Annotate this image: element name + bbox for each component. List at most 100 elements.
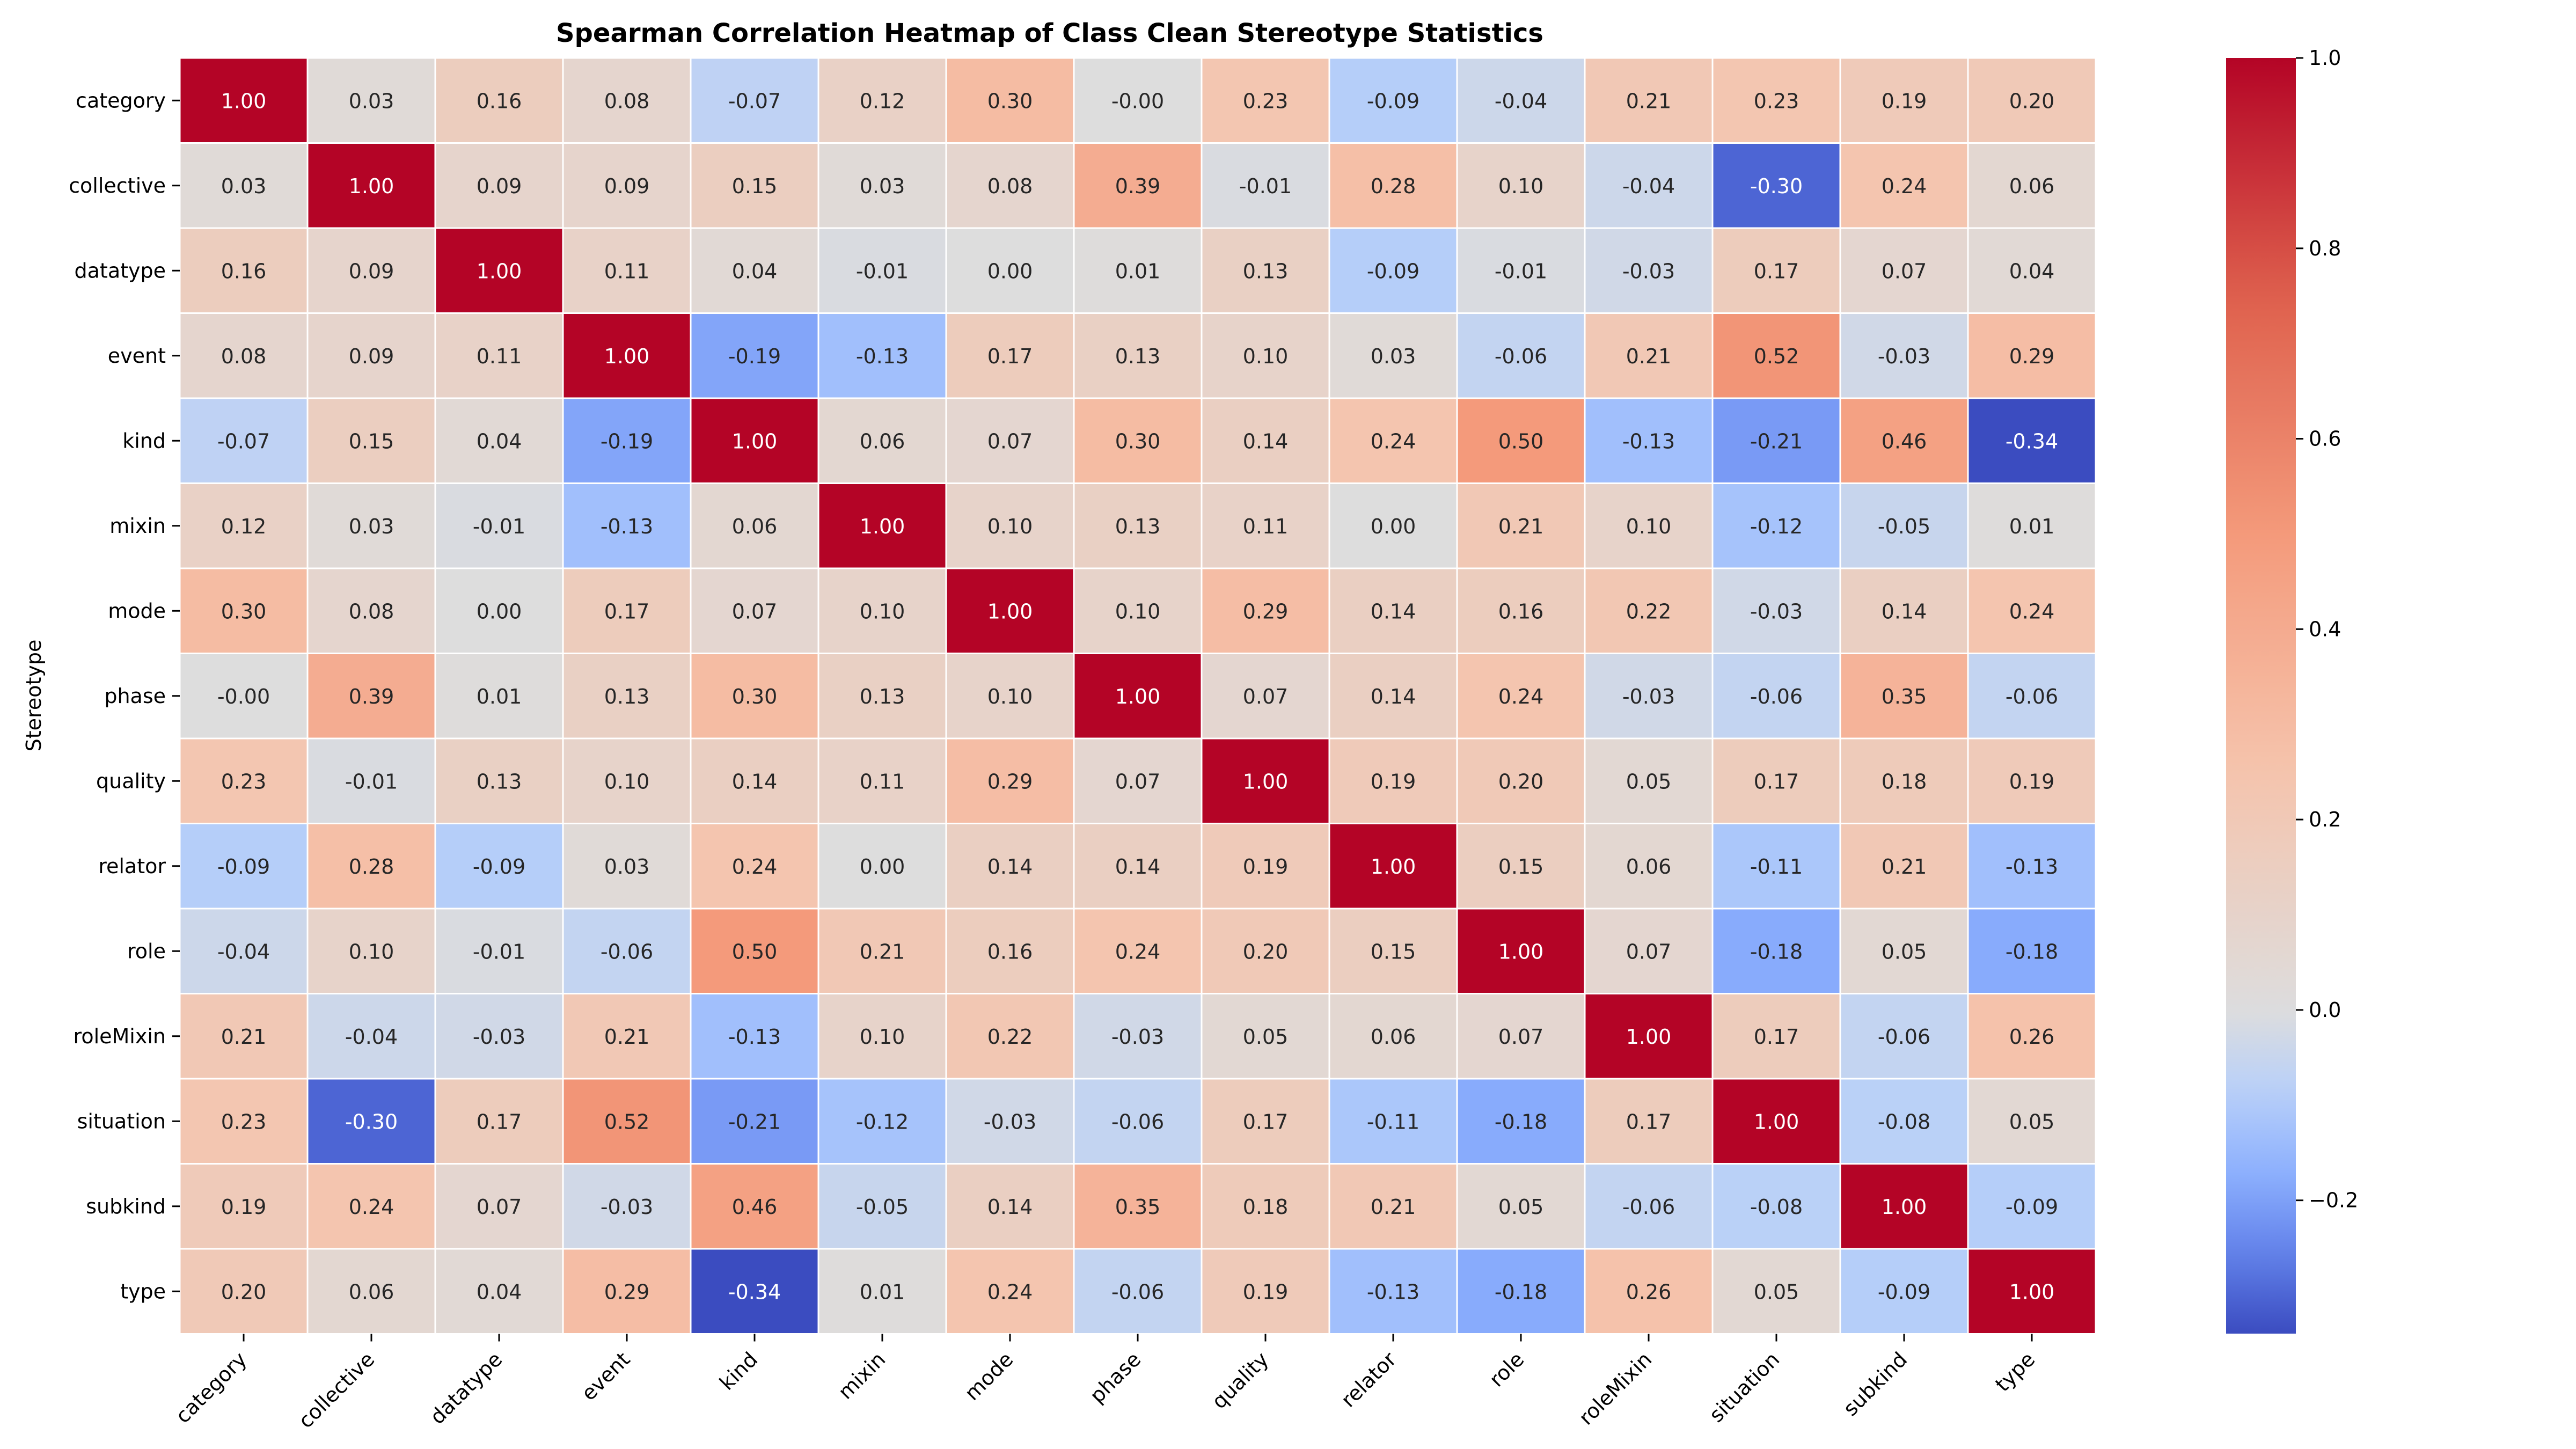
heatmap-cell [179, 227, 309, 314]
cell-value-label: 0.24 [1498, 685, 1544, 708]
x-tick-label: situation [1704, 1348, 1784, 1427]
heatmap-cell [1967, 823, 2097, 910]
y-tick-label: roleMixin [74, 1024, 166, 1048]
heatmap-cell [434, 993, 564, 1080]
heatmap-cell [1201, 482, 1330, 569]
heatmap-cell [1328, 1248, 1458, 1335]
cell-value-label: 0.08 [221, 345, 267, 368]
cell-value-label: 0.17 [1626, 1110, 1672, 1133]
cell-value-label: 0.13 [604, 685, 650, 708]
heatmap-cell [562, 142, 692, 229]
cell-value-label: -0.06 [1878, 1025, 1930, 1049]
heatmap-cell [306, 737, 436, 824]
heatmap-cell [179, 1248, 309, 1335]
heatmap-cell [1584, 1163, 1714, 1250]
heatmap-cell [1456, 312, 1586, 399]
cell-value-label: 0.09 [349, 345, 394, 368]
cell-value-label: -0.13 [2006, 855, 2058, 879]
heatmap-cell [945, 567, 1075, 654]
heatmap-cell [434, 482, 564, 569]
cell-value-label: -0.30 [1750, 174, 1803, 198]
cell-value-label: 0.23 [1243, 89, 1289, 113]
cell-value-label: 0.20 [2009, 89, 2055, 113]
cell-value-label: -0.19 [728, 345, 781, 368]
heatmap-cell [1073, 737, 1203, 824]
cell-value-label: 1.00 [1626, 1025, 1672, 1049]
colorbar-tick-label: 0.4 [2309, 617, 2341, 641]
cell-value-label: 0.13 [860, 685, 905, 708]
cell-value-label: 0.13 [1115, 515, 1161, 538]
cell-value-label: 0.07 [732, 599, 778, 623]
cell-value-label: 0.14 [1882, 599, 1927, 623]
heatmap-cell [817, 1248, 947, 1335]
cell-value-label: 1.00 [1371, 855, 1416, 879]
heatmap-cell [817, 482, 947, 569]
cell-value-label: 0.35 [1115, 1195, 1161, 1219]
heatmap-cell [434, 823, 564, 910]
heatmap-cell [179, 993, 309, 1080]
heatmap-cell [1073, 312, 1203, 399]
heatmap-cell [562, 397, 692, 484]
colorbar: −0.2 0.0 0.2 0.4 0.6 0.8 1.0 [2226, 46, 2358, 1334]
cell-value-label: -0.09 [473, 855, 525, 879]
cell-value-label: 1.00 [1115, 685, 1161, 708]
x-tick-label: mixin [833, 1348, 890, 1404]
cell-value-label: 0.24 [1882, 174, 1927, 198]
heatmap-cell [1967, 1248, 2097, 1335]
cell-value-label: 1.00 [604, 345, 650, 368]
cell-value-label: 0.09 [349, 259, 394, 283]
heatmap-cell [434, 1078, 564, 1165]
cell-value-label: -0.03 [1622, 259, 1675, 283]
cell-value-label: 0.11 [1243, 515, 1289, 538]
cell-value-label: -0.06 [1622, 1195, 1675, 1219]
heatmap-cell [179, 567, 309, 654]
heatmap-cell [562, 567, 692, 654]
heatmap-cell [1839, 993, 1969, 1080]
cell-value-label: 0.14 [987, 855, 1033, 879]
cell-value-label: 0.23 [221, 1110, 267, 1133]
heatmap-cell [1073, 1248, 1203, 1335]
cell-value-label: 0.13 [477, 770, 522, 793]
heatmap-cell [1073, 482, 1203, 569]
heatmap-cell [1073, 57, 1203, 144]
heatmap-cell [306, 908, 436, 994]
heatmap-cell [306, 142, 436, 229]
cell-value-label: -0.12 [1750, 515, 1803, 538]
cell-value-label: -0.08 [1750, 1195, 1803, 1219]
cell-value-label: -0.04 [1495, 89, 1547, 113]
cell-value-label: -0.21 [728, 1110, 781, 1133]
x-tick-label: roleMixin [1574, 1348, 1656, 1430]
heatmap-cell [1711, 567, 1841, 654]
cell-value-label: 0.21 [604, 1025, 650, 1049]
heatmap-cell [1584, 57, 1714, 144]
cell-value-label: 0.10 [349, 940, 394, 963]
cell-value-label: -0.09 [1878, 1280, 1930, 1304]
cell-value-label: 0.10 [987, 515, 1033, 538]
heatmap-cell [434, 653, 564, 740]
cell-value-label: 0.26 [1626, 1280, 1672, 1304]
cell-value-label: 0.01 [477, 685, 522, 708]
heatmap-cell [306, 653, 436, 740]
cell-value-label: 0.05 [1626, 770, 1672, 793]
cell-value-label: 0.24 [732, 855, 778, 879]
cell-value-label: -0.12 [856, 1110, 909, 1133]
cell-value-label: 0.07 [477, 1195, 522, 1219]
heatmap-cell [945, 737, 1075, 824]
cell-value-label: -0.18 [1750, 940, 1803, 963]
y-tick-label: datatype [75, 259, 166, 282]
cell-value-label: 0.14 [1243, 429, 1289, 453]
cell-value-label: -0.04 [1622, 174, 1675, 198]
heatmap-cell [1456, 823, 1586, 910]
cell-value-label: -0.11 [1750, 855, 1803, 879]
heatmap-cell [690, 312, 819, 399]
x-tick-label: relator [1336, 1347, 1401, 1411]
cell-value-label: -0.07 [217, 429, 270, 453]
cell-value-label: -0.03 [1111, 1025, 1164, 1049]
cell-value-label: 0.46 [1882, 429, 1927, 453]
cell-value-label: 0.00 [860, 855, 905, 879]
cell-value-label: 0.03 [349, 515, 394, 538]
heatmap-cell [1711, 1248, 1841, 1335]
heatmap-cell [306, 482, 436, 569]
